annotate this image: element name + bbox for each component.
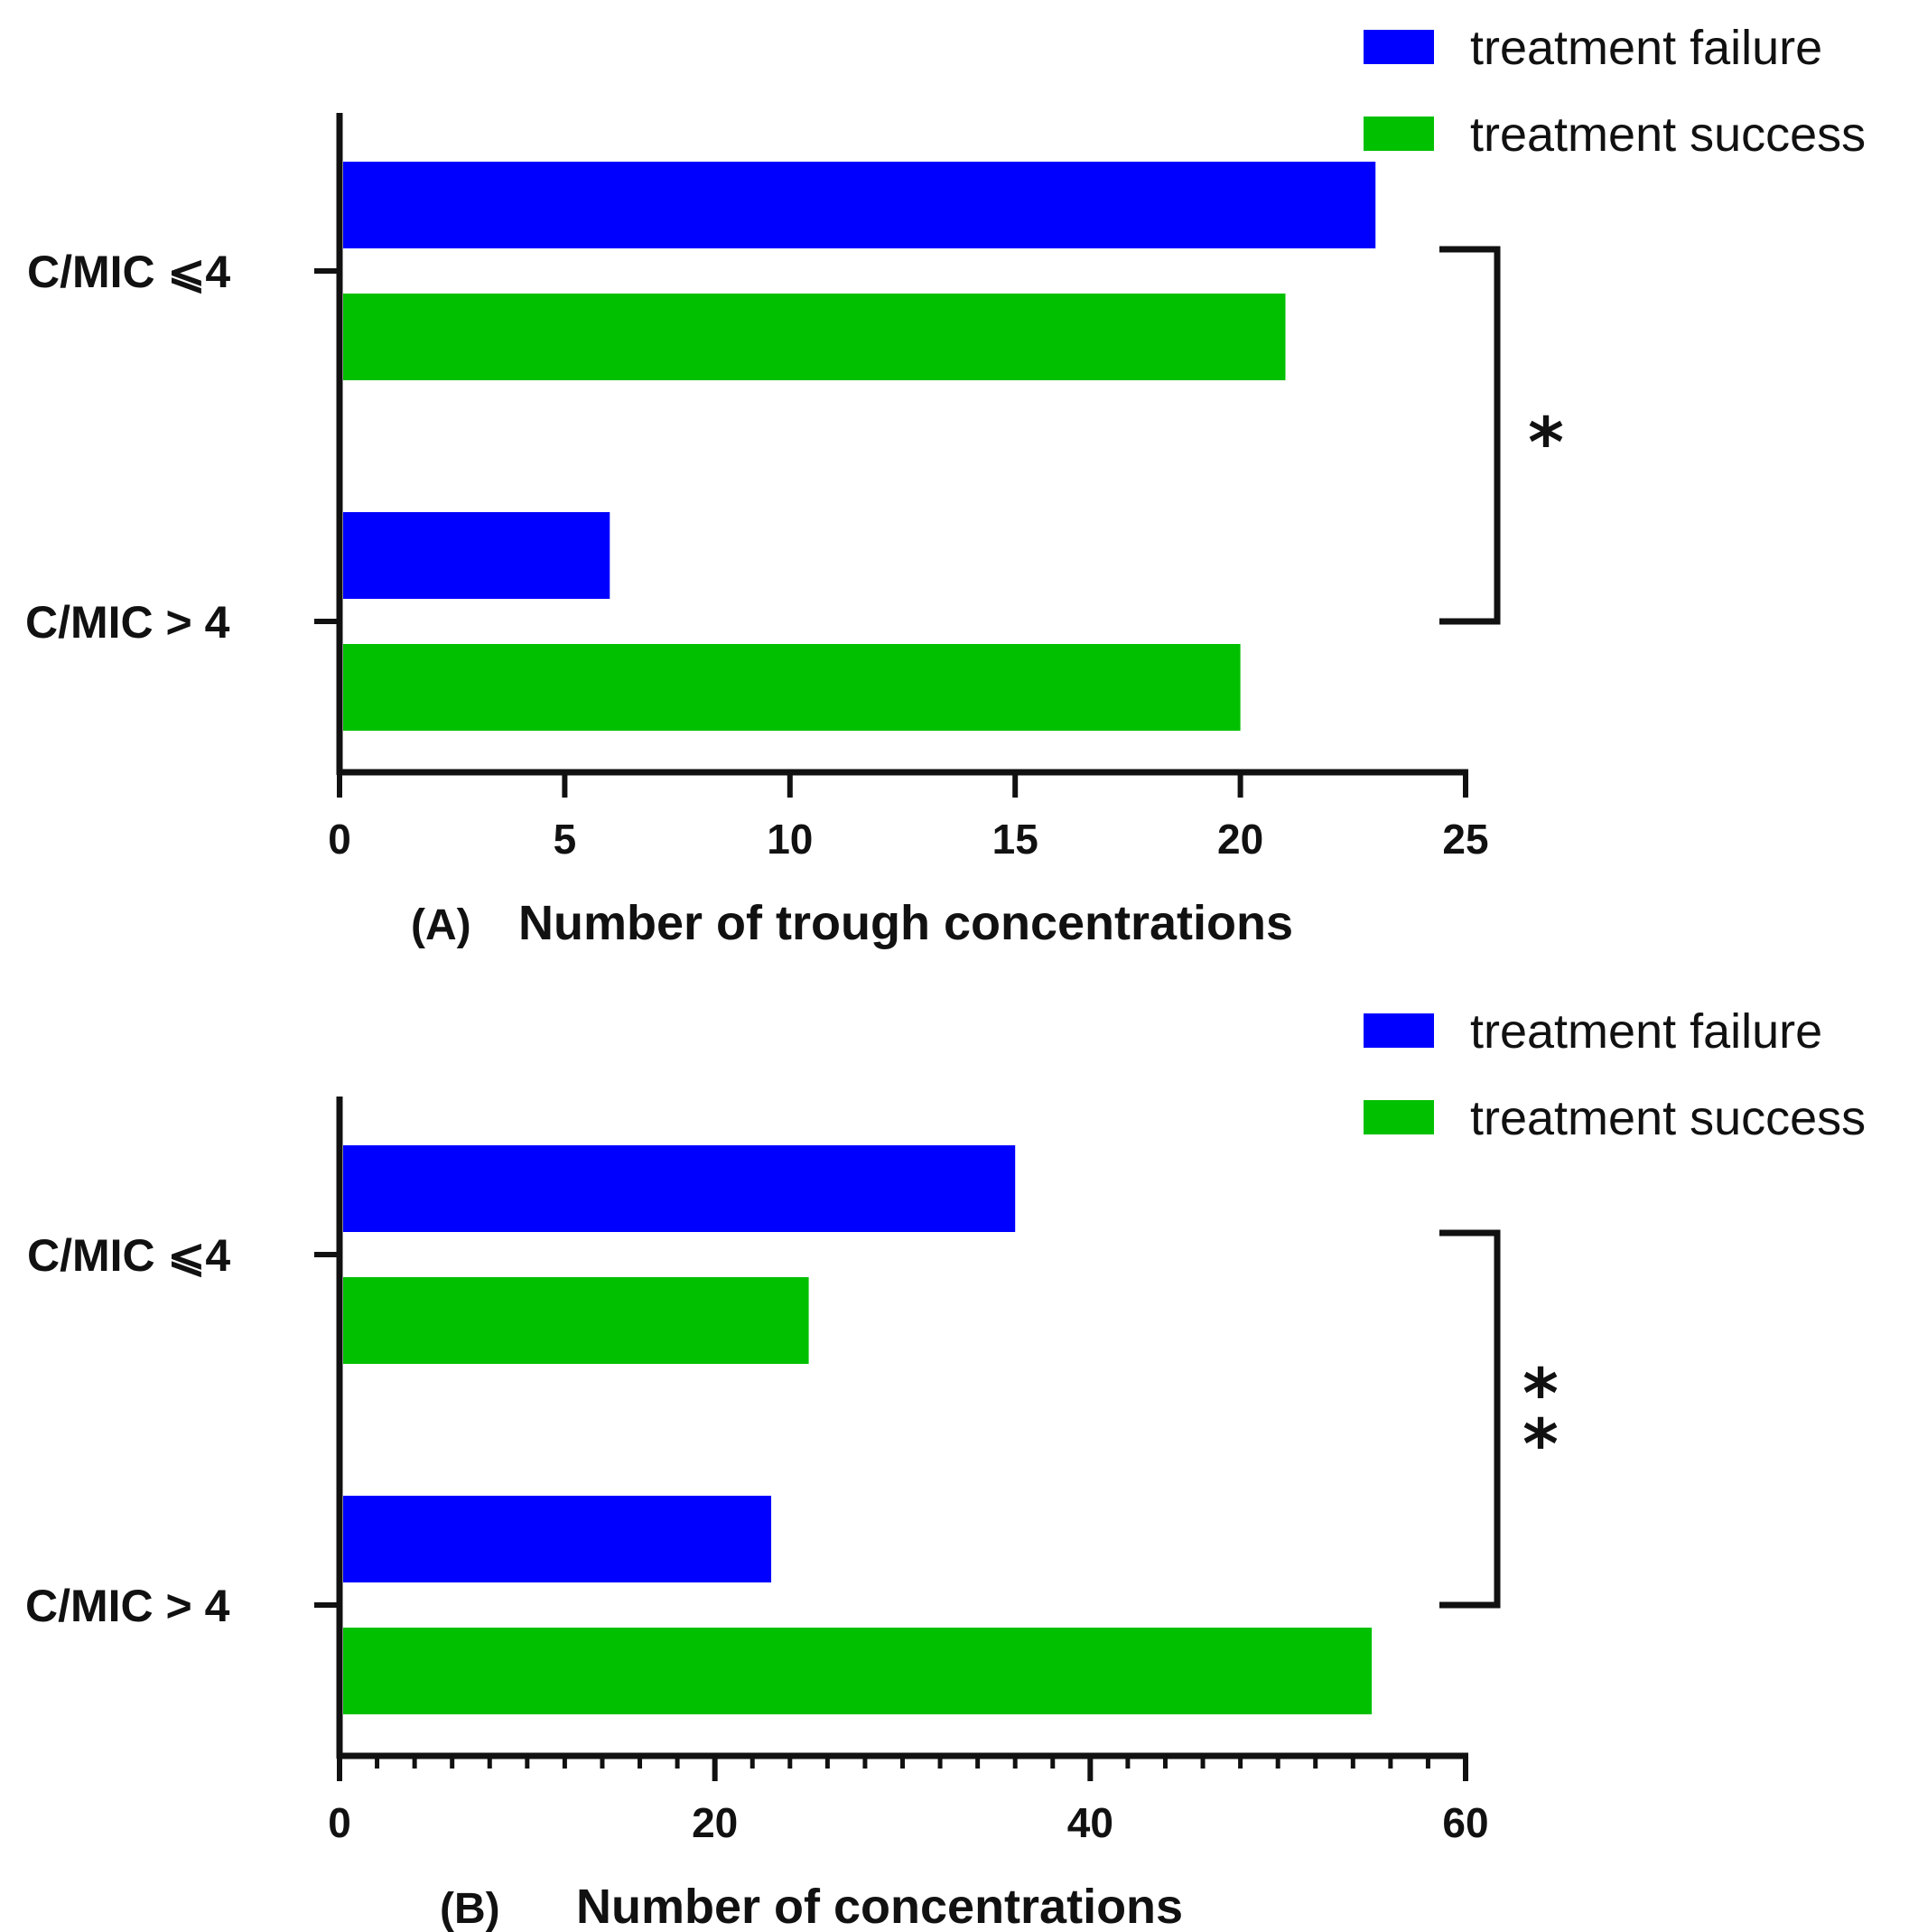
- legend-swatch-failure: [1364, 30, 1434, 64]
- panel-label: (B): [440, 1885, 500, 1932]
- x-axis-title: Number of trough concentrations: [518, 896, 1293, 950]
- category-label: C/MIC ⩽4: [27, 247, 230, 297]
- x-tick-label: 40: [1067, 1799, 1113, 1846]
- bar-success-gt4: [343, 1628, 1373, 1714]
- x-tick-label: 5: [554, 816, 577, 863]
- legend-swatch-success: [1364, 117, 1434, 151]
- significance-marker: * *: [1522, 1353, 1559, 1484]
- legend-label: treatment failure: [1470, 1004, 1822, 1059]
- category-label: C/MIC ⩽4: [27, 1230, 230, 1281]
- x-tick-label: 20: [692, 1799, 738, 1846]
- category-label: C/MIC > 4: [25, 1581, 230, 1631]
- panel-label: (A): [411, 901, 471, 949]
- significance-bracket: [1439, 1229, 1501, 1609]
- x-tick-label: 25: [1442, 816, 1488, 863]
- legend-label: treatment success: [1470, 1091, 1866, 1145]
- bar-failure-le4: [343, 162, 1376, 248]
- panel-b: 0 20 40 60 C/MIC ⩽4 C/MIC > 4 treatment failur…: [25, 1004, 1866, 1932]
- x-tick-label: 60: [1442, 1799, 1488, 1846]
- bar-failure-gt4: [343, 1496, 772, 1582]
- panel-a: 0 5 10 15 20 25 C/MIC ⩽4 C/MIC > 4 treatment fai…: [25, 21, 1866, 950]
- category-label: C/MIC > 4: [25, 597, 230, 648]
- legend-swatch-failure: [1364, 1013, 1434, 1048]
- legend-label: treatment success: [1470, 107, 1866, 162]
- x-tick-label: 15: [992, 816, 1038, 863]
- bar-success-gt4: [343, 644, 1241, 731]
- bar-success-le4: [343, 294, 1286, 380]
- bar-failure-gt4: [343, 512, 610, 599]
- x-axis-title: Number of concentrations: [576, 1880, 1183, 1932]
- x-tick-label: 10: [767, 816, 813, 863]
- legend-swatch-success: [1364, 1100, 1434, 1134]
- x-tick-label: 0: [328, 816, 351, 863]
- bar-success-le4: [343, 1277, 809, 1364]
- bar-failure-le4: [343, 1145, 1016, 1232]
- legend-label: treatment failure: [1470, 21, 1822, 75]
- x-tick-label: 20: [1217, 816, 1263, 863]
- significance-bracket: [1439, 246, 1501, 625]
- x-tick-label: 0: [328, 1799, 351, 1846]
- significance-marker: *: [1528, 402, 1564, 482]
